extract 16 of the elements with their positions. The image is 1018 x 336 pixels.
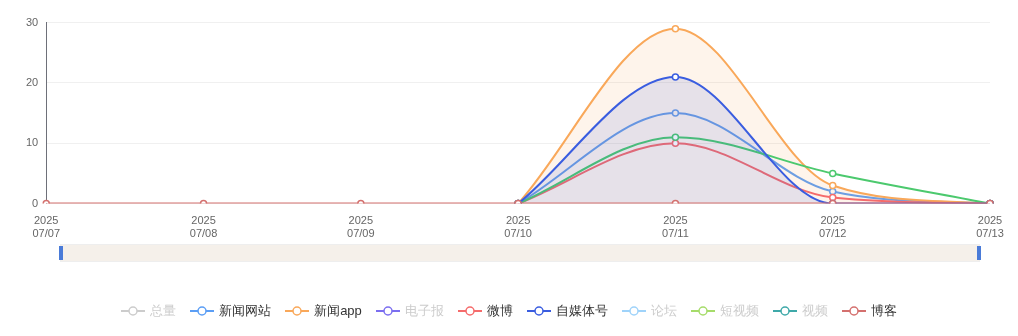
x-tick-label: 2025 07/13 (976, 214, 1004, 240)
x-tick-label: 2025 07/12 (818, 214, 847, 240)
x-tick-label: 2025 07/08 (189, 214, 218, 240)
legend-label: 新闻app (314, 302, 362, 320)
legend-label: 新闻网站 (219, 302, 272, 320)
y-tick-label: 30 (25, 15, 39, 28)
x-tick-label: 2025 07/10 (504, 214, 532, 240)
legend-label: 博客 (870, 302, 897, 320)
legend-label: 微博 (486, 302, 513, 320)
x-tick-label: 2025 07/07 (32, 214, 60, 240)
x-tick-label: 2025 07/11 (662, 214, 689, 240)
y-tick-label: 0 (32, 196, 39, 209)
y-tick-label: 20 (25, 75, 39, 88)
x-tick-label: 2025 07/09 (347, 214, 375, 240)
y-tick-label: 10 (25, 136, 39, 149)
legend-label: 自媒体号 (555, 302, 608, 320)
